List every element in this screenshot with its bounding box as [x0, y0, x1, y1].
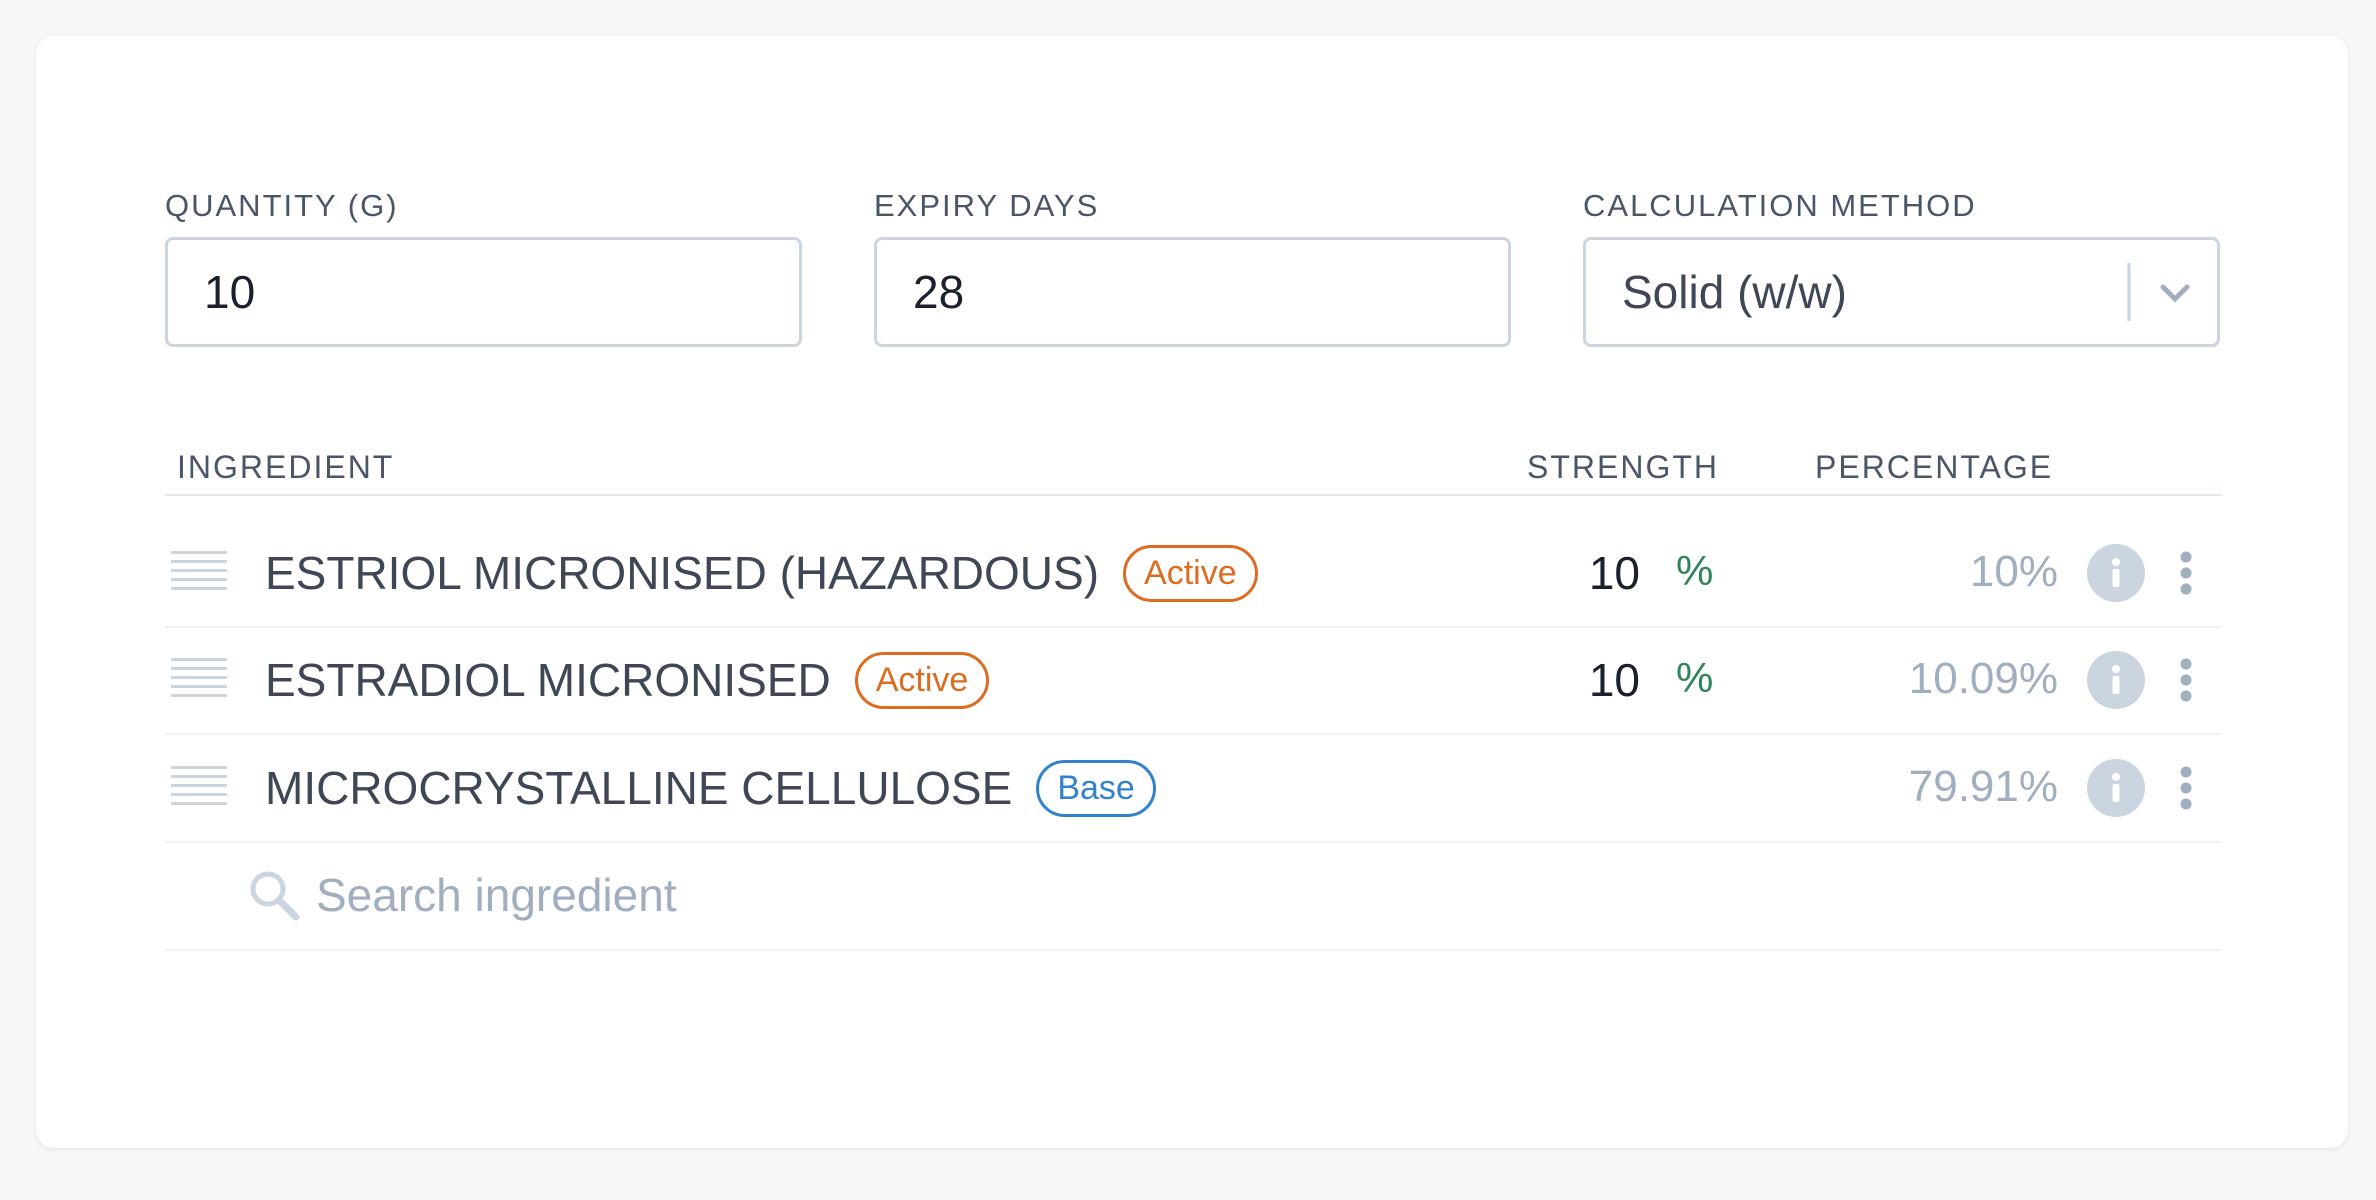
column-header: PERCENTAGE — [1815, 449, 2054, 485]
field-label: EXPIRY DAYS — [874, 188, 1100, 223]
drag-handle[interactable] — [171, 766, 227, 810]
percentage: 79.91% — [1908, 762, 2058, 811]
strength-value: 10 — [1588, 547, 1640, 599]
more-menu[interactable] — [2176, 549, 2196, 597]
row-divider — [165, 626, 2221, 628]
header-divider — [165, 494, 2221, 496]
field-value: Solid (w/w) — [1622, 266, 1847, 318]
info-button[interactable] — [2087, 651, 2145, 709]
column-header: STRENGTH — [1527, 449, 1719, 485]
info-icon — [2112, 665, 2120, 694]
strength-unit: % — [1676, 547, 1714, 594]
more-menu[interactable] — [2176, 656, 2196, 704]
strength-unit: % — [1676, 654, 1714, 701]
info-icon — [2112, 773, 2120, 802]
more-menu[interactable] — [2176, 764, 2196, 812]
info-button[interactable] — [2087, 759, 2145, 817]
ingredient-text: ESTRIOL MICRONISED (HAZARDOUS) — [265, 547, 1100, 599]
column-header: INGREDIENT — [177, 449, 395, 485]
ingredient-text: ESTRADIOL MICRONISED — [265, 654, 831, 706]
ingredient-name: MICROCRYSTALLINE CELLULOSE Base — [265, 758, 1156, 818]
percentage: 10% — [1969, 547, 2058, 596]
field-value: 28 — [913, 266, 965, 318]
drag-handle[interactable] — [171, 658, 227, 702]
ingredient-name: ESTRIOL MICRONISED (HAZARDOUS) Active — [265, 543, 1258, 603]
search-icon — [250, 871, 300, 921]
strength-value: 10 — [1588, 654, 1640, 706]
info-button[interactable] — [2087, 544, 2145, 602]
ingredient-text: MICROCRYSTALLINE CELLULOSE — [265, 762, 1013, 814]
ingredient-name: ESTRADIOL MICRONISED Active — [265, 650, 990, 710]
badge: Base — [1036, 759, 1156, 817]
row-divider — [165, 949, 2221, 951]
row-divider — [165, 841, 2221, 843]
info-icon — [2112, 558, 2120, 587]
field-label: QUANTITY (G) — [165, 188, 399, 223]
dropdown-caret[interactable] — [2117, 257, 2207, 327]
field-input[interactable]: 28 — [874, 237, 1511, 347]
badge: Active — [1123, 544, 1258, 602]
badge: Active — [854, 651, 990, 709]
field-label: CALCULATION METHOD — [1583, 188, 1977, 223]
row-divider — [165, 733, 2221, 735]
field-input[interactable]: 10 — [165, 237, 802, 347]
search-input[interactable]: Search ingredient — [316, 869, 677, 921]
drag-handle[interactable] — [171, 551, 227, 595]
percentage: 10.09% — [1908, 654, 2058, 703]
card: QUANTITY (G) 10 EXPIRY DAYS 28 CALCULATION M… — [36, 36, 2348, 1148]
field-input[interactable]: Solid (w/w) — [1583, 237, 2220, 347]
field-value: 10 — [204, 266, 256, 318]
